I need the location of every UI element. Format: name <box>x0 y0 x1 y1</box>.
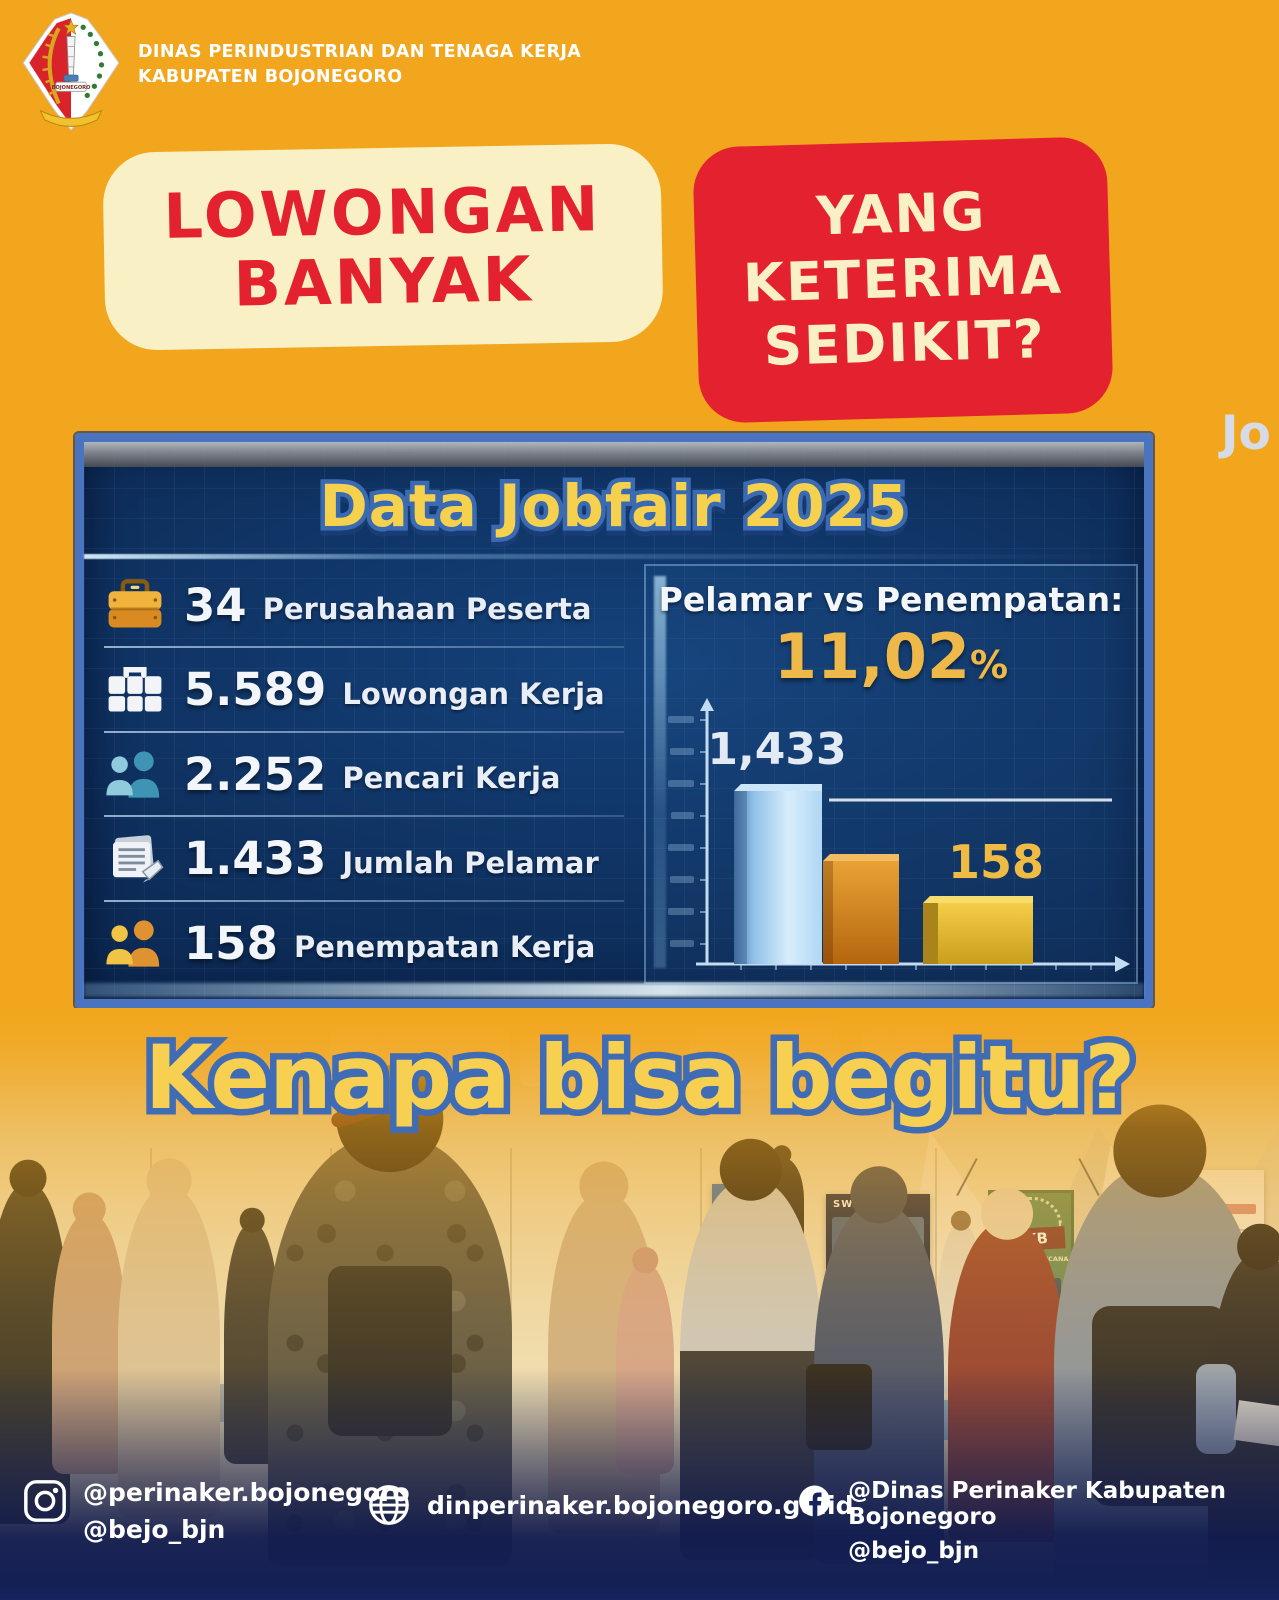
stat-value-perusahaan: 34 <box>184 578 247 632</box>
stat-value-lowongan: 5.589 <box>184 663 327 716</box>
agency-title: DINAS PERINDUSTRIAN DAN TENAGA KERJA KAB… <box>138 40 581 91</box>
stat-label-perusahaan: Perusahaan Peserta <box>262 592 592 626</box>
y-axis-arrow <box>700 698 714 711</box>
panel-bottom-glow <box>84 983 1144 997</box>
chart-heading: Pelamar vs Penempatan: <box>658 580 1124 619</box>
edge-text-fragment: Jo <box>1221 406 1271 461</box>
stat-row-penempatan: 158 Penempatan Kerja <box>104 908 624 978</box>
question-headline: Kenapa bisa begitu? <box>0 1026 1279 1129</box>
photo-person <box>118 1188 220 1518</box>
placement-rate-value: 11,02 <box>773 620 971 693</box>
documents-icon <box>104 831 168 886</box>
backpack <box>328 1266 452 1436</box>
paper <box>1233 1400 1279 1448</box>
placement-rate: 11,02% <box>646 620 1136 693</box>
bojonegoro-seal-icon: BOJONEGORO <box>22 12 120 131</box>
x-axis-arrow <box>1115 956 1130 972</box>
headline-right-line1: YANG <box>815 181 988 248</box>
stat-divider <box>104 646 624 649</box>
bar-label-penempatan: 158 <box>948 835 1044 889</box>
chart-panel: Pelamar vs Penempatan: 11,02% <box>644 564 1138 984</box>
facebook-icon <box>799 1485 831 1517</box>
globe-icon <box>369 1485 409 1525</box>
plaid-sleeve <box>1196 1364 1236 1454</box>
footer-website: dinperinaker.bojonegoro.go.id <box>366 1482 854 1528</box>
bar-pelamar <box>734 784 822 964</box>
people-gold-icon <box>104 916 168 971</box>
website-url: dinperinaker.bojonegoro.go.id <box>427 1491 854 1520</box>
data-panel: Data Jobfair 2025 34 Perusahaan Peserta <box>75 433 1153 1008</box>
stat-value-penempatan: 158 <box>184 916 278 970</box>
stat-label-pelamar: Jumlah Pelamar <box>342 845 599 880</box>
headline-bubble-left: LOWONGAN BANYAK <box>102 143 664 351</box>
instagram-handle-1: @perinaker.bojonegoro <box>83 1478 410 1507</box>
screen-bezel <box>84 442 1144 467</box>
bar-penempatan <box>923 896 1033 964</box>
facebook-name: @Dinas Perinaker Kabupaten Bojonegoro <box>848 1478 1226 1530</box>
stat-row-pelamar: 1.433 Jumlah Pelamar <box>104 824 624 894</box>
footer-facebook: @Dinas Perinaker Kabupaten Bojonegoro @b… <box>796 1478 1279 1564</box>
stat-value-pencari: 2.252 <box>184 747 327 801</box>
footer-instagram: @perinaker.bojonegoro @bejo_bjn <box>22 1478 410 1544</box>
stat-row-perusahaan: 34 Perusahaan Peserta <box>104 570 624 640</box>
stat-divider <box>104 899 624 902</box>
percent-sign: % <box>970 643 1009 687</box>
stat-label-penempatan: Penempatan Kerja <box>293 930 596 964</box>
facebook-handle-2: @bejo_bjn <box>848 1538 980 1564</box>
stat-row-lowongan: 5.589 Lowongan Kerja <box>104 655 624 725</box>
stat-row-pencari: 2.252 Pencari Kerja <box>104 739 624 809</box>
headline-left-line1: LOWONGAN <box>162 171 602 253</box>
headline-left-line2: BANYAK <box>232 242 535 321</box>
headline-bubble-right: YANG KETERIMA SEDIKIT? <box>692 136 1114 424</box>
briefcase-white-icon <box>104 662 168 717</box>
stat-value-pelamar: 1.433 <box>184 832 327 885</box>
bar-label-pelamar: 1,433 <box>707 724 846 775</box>
y-axis-illegible-labels <box>668 716 694 947</box>
stat-label-lowongan: Lowongan Kerja <box>342 676 605 711</box>
shoulder-bag <box>806 1364 872 1450</box>
instagram-icon <box>24 1480 66 1522</box>
chart-glow-strip <box>654 576 666 968</box>
photo-person <box>52 1214 126 1474</box>
stat-divider <box>104 730 624 733</box>
headline-right-line2: KETERIMA <box>742 244 1064 315</box>
bojonegoro-seal-logo: BOJONEGORO <box>20 12 122 134</box>
stat-divider <box>104 815 624 818</box>
agency-line1: DINAS PERINDUSTRIAN DAN TENAGA KERJA <box>138 42 582 62</box>
panel-title: Data Jobfair 2025 <box>84 472 1144 540</box>
bar-chart: 1,433 158 <box>668 698 1130 972</box>
headline-right-line3: SEDIKIT? <box>763 309 1047 379</box>
agency-line2: KABUPATEN BOJONEGORO <box>138 67 403 88</box>
stat-label-pencari: Pencari Kerja <box>342 761 561 795</box>
logo-banner-text: BOJONEGORO <box>52 85 92 91</box>
axis-ticks <box>700 719 1092 970</box>
briefcase-orange-icon <box>104 578 168 633</box>
people-teal-icon <box>104 747 168 802</box>
light-streak <box>84 554 1144 559</box>
photo-person <box>616 1264 674 1474</box>
instagram-handle-2: @bejo_bjn <box>83 1515 226 1544</box>
stats-list: 34 Perusahaan Peserta 5.589 Lowo <box>104 570 624 978</box>
bar-middle <box>823 854 899 964</box>
